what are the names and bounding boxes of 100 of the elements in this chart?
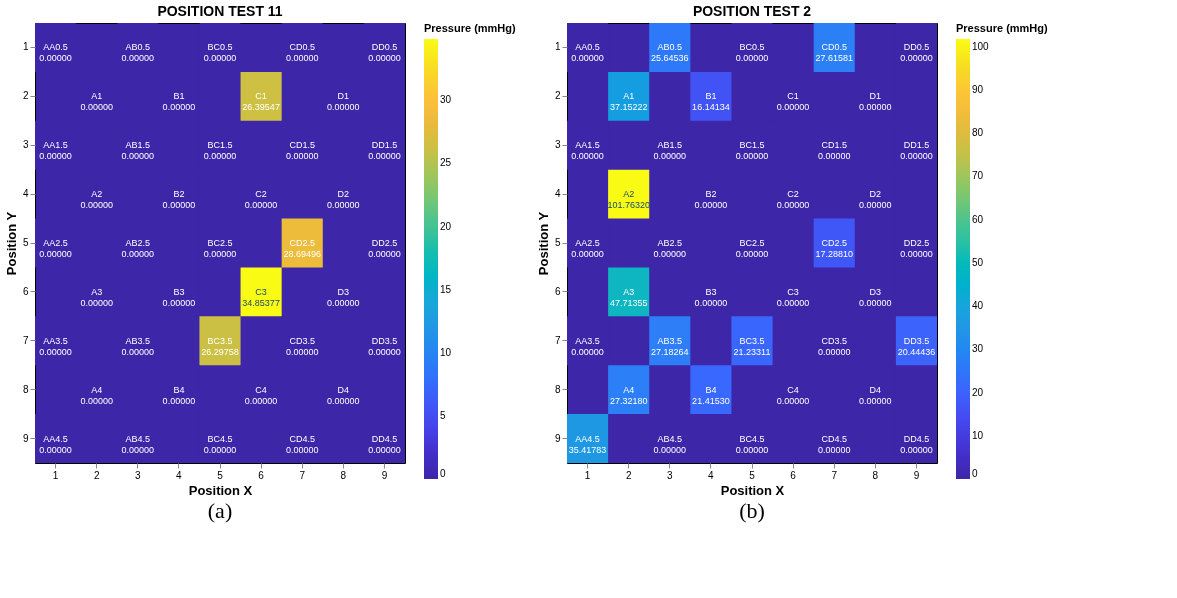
data-label: BC3.5 21.23311: [733, 335, 771, 357]
y-tick-label: 7: [554, 334, 561, 346]
text: (a): [207, 498, 233, 523]
x-tick-label: 6: [790, 469, 797, 481]
data-label: AA3.5 0.00000: [39, 335, 72, 357]
data-label: AB3.5 27.18264: [651, 335, 689, 357]
data-label: AB4.5 0.00000: [121, 433, 155, 455]
y-tick-label: 7: [22, 334, 29, 346]
x-tick-label: 8: [340, 469, 347, 481]
data-label: AA0.5 0.00000: [39, 42, 72, 64]
data-label: AB1.5 0.00000: [653, 140, 687, 162]
x-tick-label: 8: [872, 469, 879, 481]
color-bar-label: 100: [972, 40, 990, 52]
data-label: DD0.5 0.00000: [900, 42, 933, 64]
data-label: DD4.5 0.00000: [900, 433, 933, 455]
data-label: B1 16.14134: [692, 91, 730, 113]
data-label: B1 0.00000: [162, 91, 196, 113]
data-label: AB2.5 0.00000: [653, 238, 687, 259]
data-label: AB0.5 0.00000: [121, 42, 155, 64]
x-axis-title: Position X: [188, 482, 253, 498]
x-tick-label: 2: [93, 469, 100, 481]
data-label: CD4.5 0.00000: [817, 433, 851, 455]
data-label: B2 0.00000: [162, 189, 196, 211]
data-label: D3 0.00000: [859, 286, 892, 308]
color-bar-label: 60: [972, 213, 984, 225]
data-label: BC3.5 26.29758: [201, 335, 239, 357]
data-label: A4 27.32180: [609, 384, 648, 406]
data-label: A3 47.71355: [609, 286, 648, 308]
x-tick-label: 9: [381, 469, 388, 481]
y-tick-label: 2: [554, 90, 561, 102]
data-label: AA1.5 0.00000: [571, 140, 604, 162]
data-label: AB1.5 0.00000: [121, 140, 155, 162]
data-label: D2 0.00000: [859, 189, 892, 211]
y-tick-label: 9: [554, 432, 561, 444]
data-label: BC2.5 0.00000: [203, 238, 237, 259]
y-tick-label: 6: [22, 285, 29, 297]
y-tick-label: 3: [554, 139, 561, 151]
x-tick-label: 4: [708, 469, 715, 481]
color-bar-label: 40: [972, 300, 984, 312]
data-label: BC1.5 0.00000: [735, 140, 769, 162]
data-label: BC0.5 0.00000: [735, 42, 769, 64]
data-label: CD1.5 0.00000: [817, 140, 851, 162]
data-label: CD3.5 0.00000: [817, 335, 851, 357]
data-label: AA2.5 0.00000: [39, 238, 72, 259]
color-bar-label: 30: [440, 94, 452, 106]
data-label: C3 0.00000: [776, 286, 810, 308]
x-tick-label: 6: [258, 469, 265, 481]
data-label: AA2.5 0.00000: [571, 238, 604, 259]
x-tick-label: 5: [749, 469, 756, 481]
y-tick-label: 1: [554, 41, 561, 53]
color-bar-label: 80: [972, 127, 984, 139]
data-label: C4 0.00000: [244, 384, 278, 406]
y-axis-title: Position Y: [535, 211, 551, 276]
color-bar-title: Pressure (mmHg): [424, 22, 517, 34]
y-tick-label: 5: [22, 237, 29, 248]
x-axis-title: Position X: [720, 482, 785, 498]
data-label: D2 0.00000: [327, 189, 360, 211]
data-label: AA3.5 0.00000: [571, 335, 604, 357]
data-label: BC0.5 0.00000: [203, 42, 237, 64]
data-label: AB0.5 25.64536: [651, 42, 689, 64]
data-label: DD4.5 0.00000: [368, 433, 401, 455]
data-label: DD1.5 0.00000: [900, 140, 933, 162]
data-label: CD1.5 0.00000: [285, 140, 319, 162]
data-label: B4 0.00000: [162, 384, 196, 406]
x-tick-label: 1: [584, 469, 591, 481]
data-label: D1 0.00000: [327, 91, 360, 113]
data-label: A4 0.00000: [80, 384, 113, 406]
data-label: A2 0.00000: [80, 189, 113, 211]
data-label: BC4.5 0.00000: [735, 433, 769, 455]
chart-title: POSITION TEST 11: [157, 3, 283, 19]
data-label: CD3.5 0.00000: [285, 335, 319, 357]
data-label: DD3.5 20.44436: [897, 335, 936, 357]
data-label: D4 0.00000: [327, 384, 360, 406]
data-label: C2 0.00000: [244, 189, 278, 211]
y-tick-label: 9: [22, 432, 29, 444]
data-label: C3 34.85377: [242, 286, 280, 308]
data-label: AA4.5 0.00000: [39, 433, 72, 455]
x-tick-label: 3: [135, 469, 141, 481]
color-bar-title: Pressure (mmHg): [956, 22, 1049, 34]
chart-title: POSITION TEST 2: [692, 3, 812, 19]
text: (b): [739, 498, 765, 523]
color-bar-label: 20: [440, 220, 452, 232]
color-bar-label: 10: [972, 429, 984, 441]
data-label: DD2.5 0.00000: [368, 238, 401, 259]
data-label: CD0.5 0.00000: [285, 42, 319, 64]
data-label: B4 21.41530: [692, 384, 730, 406]
x-tick-label: 5: [217, 469, 224, 481]
y-tick-label: 4: [22, 188, 29, 200]
data-label: AA4.5 35.41783: [568, 433, 607, 455]
data-label: AA0.5 0.00000: [571, 42, 604, 64]
data-label: AB4.5 0.00000: [653, 433, 687, 455]
data-label: C4 0.00000: [776, 384, 810, 406]
color-bar-label: 0: [440, 468, 446, 479]
data-label: CD4.5 0.00000: [285, 433, 319, 455]
data-label: B3 0.00000: [694, 286, 728, 308]
data-label: A1 37.15222: [609, 91, 648, 113]
data-label: D4 0.00000: [859, 384, 892, 406]
color-bar-label: 25: [440, 157, 452, 169]
data-label: B3 0.00000: [162, 286, 196, 308]
data-label: BC2.5 0.00000: [735, 238, 769, 259]
